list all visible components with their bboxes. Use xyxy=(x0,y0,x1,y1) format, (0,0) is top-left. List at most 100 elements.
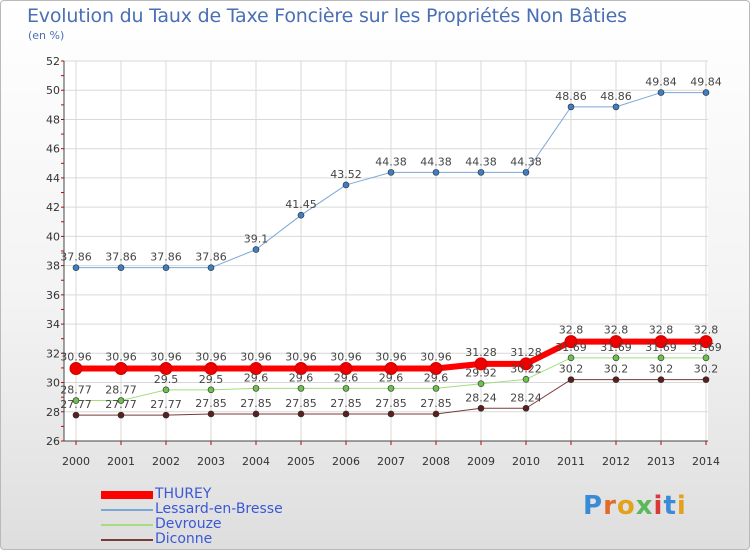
data-label-devrouze: 30.22 xyxy=(510,362,542,375)
x-tick-label: 2014 xyxy=(692,455,720,468)
point-thurey xyxy=(519,357,533,371)
data-label-devrouze: 29.6 xyxy=(244,371,269,384)
point-diconne xyxy=(702,376,710,383)
data-label-thurey: 30.96 xyxy=(150,351,182,364)
data-label-thurey: 30.96 xyxy=(285,351,317,364)
y-tick-label: 32 xyxy=(46,347,60,360)
point-thurey xyxy=(114,362,128,376)
point-diconne xyxy=(432,410,440,418)
data-label-lessard-en-bresse: 39.1 xyxy=(244,233,269,246)
data-label-diconne: 30.2 xyxy=(604,363,629,376)
point-lessard-en-bresse xyxy=(162,264,170,271)
x-tick-label: 2013 xyxy=(647,455,675,468)
point-devrouze xyxy=(567,354,575,362)
point-thurey xyxy=(159,362,173,376)
legend-swatch xyxy=(101,509,153,511)
point-devrouze xyxy=(342,385,350,392)
point-thurey xyxy=(429,362,443,376)
legend-item-diconne: Diconne xyxy=(101,531,401,548)
data-label-devrouze: 29.6 xyxy=(289,371,314,384)
data-label-diconne: 28.24 xyxy=(510,391,542,404)
data-label-diconne: 27.85 xyxy=(330,397,362,410)
data-label-devrouze: 31.69 xyxy=(555,341,587,354)
point-thurey xyxy=(654,335,668,349)
data-label-devrouze: 31.69 xyxy=(690,341,722,354)
point-diconne xyxy=(342,410,350,418)
point-thurey xyxy=(699,335,713,349)
point-devrouze xyxy=(387,385,395,392)
point-diconne xyxy=(387,410,395,418)
point-thurey xyxy=(204,362,218,376)
data-label-lessard-en-bresse: 37.86 xyxy=(195,251,227,264)
data-label-lessard-en-bresse: 48.86 xyxy=(555,90,587,103)
data-label-lessard-en-bresse: 49.84 xyxy=(645,76,677,89)
legend-label: Devrouze xyxy=(155,516,222,532)
x-tick-label: 2012 xyxy=(602,455,630,468)
data-label-devrouze: 29.6 xyxy=(424,371,449,384)
data-label-thurey: 30.96 xyxy=(420,351,452,364)
data-label-devrouze: 29.6 xyxy=(379,371,404,384)
point-lessard-en-bresse xyxy=(432,169,440,176)
data-label-diconne: 27.77 xyxy=(150,398,182,411)
point-lessard-en-bresse xyxy=(297,211,305,219)
point-diconne xyxy=(612,376,620,383)
point-diconne xyxy=(657,376,665,383)
x-tick-label: 2000 xyxy=(62,455,90,468)
y-tick-label: 30 xyxy=(46,377,60,390)
point-devrouze xyxy=(297,385,305,392)
data-label-thurey: 30.96 xyxy=(60,351,92,364)
data-label-thurey: 30.96 xyxy=(105,351,137,364)
legend-swatch xyxy=(101,539,153,541)
point-devrouze xyxy=(612,354,620,362)
legend-swatch xyxy=(101,524,153,526)
point-lessard-en-bresse xyxy=(522,169,530,176)
y-tick-label: 28 xyxy=(46,406,60,419)
data-label-diconne: 27.85 xyxy=(195,397,227,410)
data-label-lessard-en-bresse: 37.86 xyxy=(60,251,92,264)
data-label-lessard-en-bresse: 48.86 xyxy=(600,90,632,103)
y-tick-label: 44 xyxy=(46,172,60,185)
x-tick-label: 2003 xyxy=(197,455,225,468)
x-tick-label: 2011 xyxy=(557,455,585,468)
data-label-diconne: 27.85 xyxy=(285,397,317,410)
point-lessard-en-bresse xyxy=(342,181,350,189)
data-label-lessard-en-bresse: 44.38 xyxy=(510,155,542,168)
data-label-devrouze: 31.69 xyxy=(600,341,632,354)
x-tick-label: 2004 xyxy=(242,455,270,468)
point-diconne xyxy=(117,411,125,419)
data-label-thurey: 30.96 xyxy=(375,351,407,364)
x-tick-label: 2007 xyxy=(377,455,405,468)
x-tick-label: 2010 xyxy=(512,455,540,468)
data-label-diconne: 27.85 xyxy=(375,397,407,410)
point-diconne xyxy=(252,410,260,418)
proxiti-logo: Proxiti xyxy=(583,491,687,521)
point-devrouze xyxy=(72,397,80,404)
x-tick-label: 2005 xyxy=(287,455,315,468)
x-tick-label: 2002 xyxy=(152,455,180,468)
data-label-lessard-en-bresse: 37.86 xyxy=(105,251,137,264)
data-label-devrouze: 31.69 xyxy=(645,341,677,354)
legend-label: Lessard-en-Bresse xyxy=(155,501,283,517)
data-label-lessard-en-bresse: 44.38 xyxy=(465,155,497,168)
point-thurey xyxy=(294,362,308,376)
data-label-diconne: 27.77 xyxy=(60,398,92,411)
chart-title: Evolution du Taux de Taxe Foncière sur l… xyxy=(27,5,627,27)
x-tick-label: 2006 xyxy=(332,455,360,468)
point-diconne xyxy=(162,411,170,419)
point-lessard-en-bresse xyxy=(477,169,485,176)
data-label-devrouze: 29.5 xyxy=(154,373,179,386)
legend-swatch xyxy=(101,491,153,499)
point-diconne xyxy=(72,411,80,419)
x-tick-label: 2001 xyxy=(107,455,135,468)
point-lessard-en-bresse xyxy=(387,169,395,176)
data-label-diconne: 30.2 xyxy=(694,363,719,376)
point-thurey xyxy=(249,362,263,376)
data-label-thurey: 30.96 xyxy=(330,351,362,364)
point-lessard-en-bresse xyxy=(207,264,215,271)
legend-label: THUREY xyxy=(155,486,212,502)
point-thurey xyxy=(69,362,83,376)
legend-label: Diconne xyxy=(155,531,213,547)
data-label-thurey: 32.8 xyxy=(559,324,584,337)
y-tick-label: 38 xyxy=(46,260,60,273)
point-diconne xyxy=(297,410,305,418)
